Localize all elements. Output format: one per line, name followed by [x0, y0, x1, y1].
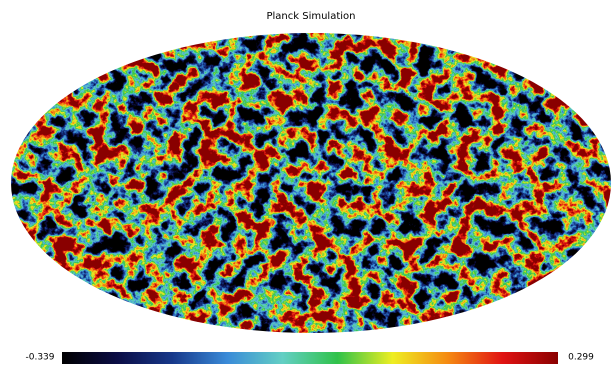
- sky-temperature-field: [11, 33, 611, 333]
- colorbar: [62, 352, 558, 364]
- colorbar-max-label: 0.299: [568, 353, 594, 363]
- mollweide-map: [11, 33, 611, 333]
- sky-map-figure: Planck Simulation -0.339 0.299: [0, 0, 612, 364]
- colorbar-min-label: -0.339: [25, 353, 54, 363]
- map-title: Planck Simulation: [266, 11, 355, 22]
